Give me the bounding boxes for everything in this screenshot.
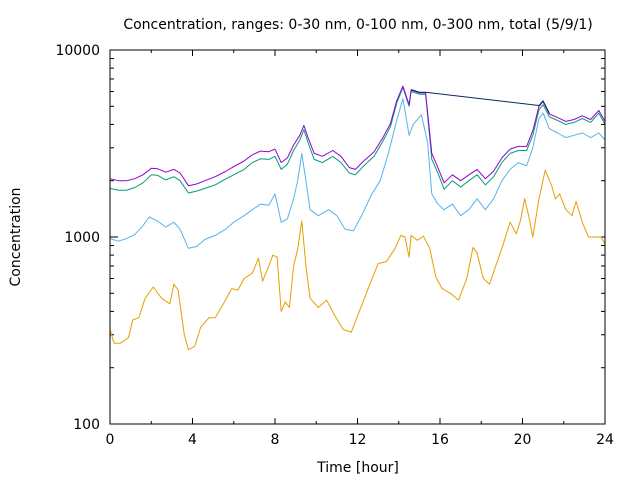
x-tick-label: 24 [596,432,614,448]
x-axis-label: Time [hour] [316,460,399,476]
plot-frame [109,49,606,425]
y-tick-label: 1000 [64,230,100,246]
series-line-5 [410,89,550,114]
y-tick-label: 10000 [55,43,100,59]
x-tick-label: 12 [349,432,367,448]
y-tick-label: 100 [73,417,100,433]
y-axis-label: Concentration [8,187,24,286]
x-tick-label: 0 [106,432,115,448]
series-line-2 [109,98,606,249]
series-line-3 [109,87,606,194]
series-group [109,85,606,351]
axes: 0 4 8 12 16 20 24 100 1000 10000 [55,43,614,448]
x-tick-label: 20 [514,432,532,448]
x-tick-label: 4 [188,432,197,448]
chart-title: Concentration, ranges: 0-30 nm, 0-100 nm… [123,17,592,33]
x-tick-label: 16 [431,432,449,448]
series-line-4 [109,85,606,187]
series-line-1 [109,169,606,351]
x-tick-label: 8 [271,432,280,448]
